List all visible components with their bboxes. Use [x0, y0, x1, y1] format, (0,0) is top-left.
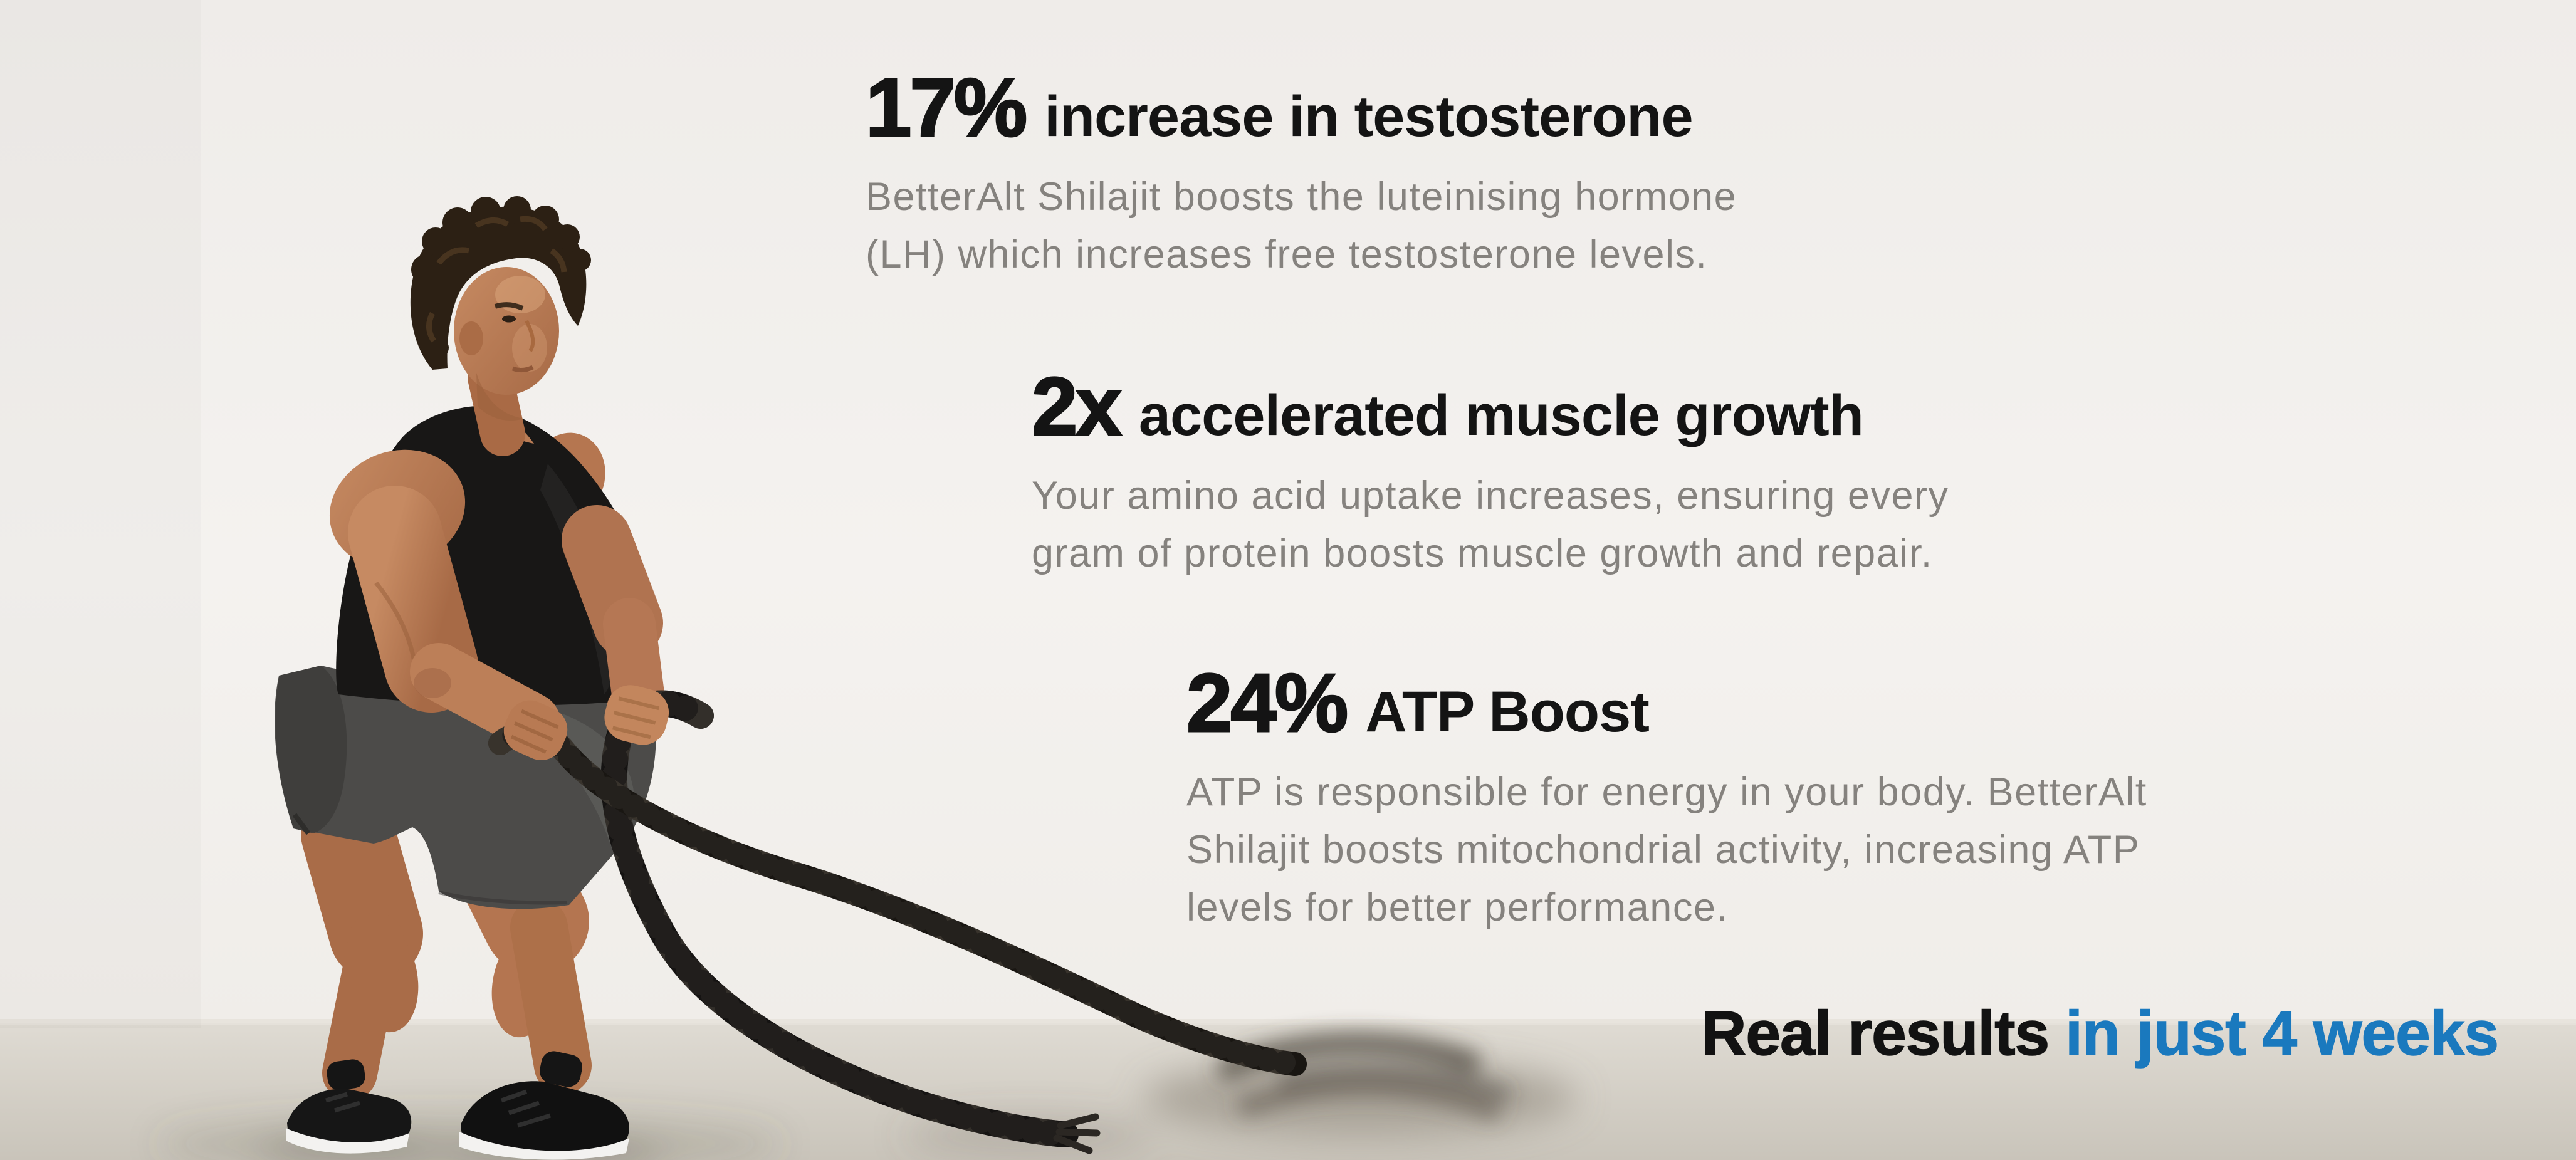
banner-highlight: in just 4 weeks [2065, 998, 2499, 1069]
stat-description-line: ATP is responsible for energy in your bo… [1186, 770, 2147, 814]
stat-title: accelerated muscle growth [1138, 384, 1864, 447]
athlete-near-fist [503, 700, 568, 761]
athlete-hair [410, 196, 591, 370]
stat-headline: 17% increase in testosterone [864, 61, 1737, 154]
athlete-far-arm [562, 505, 664, 721]
athlete-back-sneaker [286, 1089, 412, 1154]
athlete-nose [525, 320, 535, 352]
floor-horizon [0, 1019, 2576, 1025]
banner-prefix: Real results [1700, 998, 2050, 1069]
stat-atp-boost: 24% ATP Boost ATP is responsible for ene… [1185, 657, 2147, 936]
athlete-head [454, 267, 559, 421]
athlete-near-arm [329, 449, 560, 751]
stat-description-line: Shilajit boosts mitochondrial activity, … [1186, 828, 2140, 872]
results-banner: Real results in just 4 weeks [1700, 998, 2499, 1070]
stat-description-line: (LH) which increases free testosterone l… [866, 233, 1708, 276]
stat-description-line: levels for better performance. [1186, 886, 1729, 929]
stat-description-line: gram of protein boosts muscle growth and… [1032, 531, 1933, 575]
athlete-back-leg [301, 786, 423, 1100]
stat-headline: 24% ATP Boost [1185, 657, 2147, 749]
stat-title: ATP Boost [1365, 680, 1650, 744]
athlete-brow [494, 302, 524, 311]
stat-value: 2x [1031, 360, 1123, 452]
stat-description-line: Your amino acid uptake increases, ensuri… [1032, 474, 1949, 518]
battle-rope-near [488, 719, 1307, 1076]
stat-value: 17% [864, 61, 1028, 154]
stat-description: Your amino acid uptake increases, ensuri… [1032, 467, 1949, 582]
stat-description: BetterAlt Shilajit boosts the luteinisin… [866, 168, 1737, 283]
stat-description: ATP is responsible for energy in your bo… [1186, 763, 2147, 936]
stat-headline: 2x accelerated muscle growth [1031, 360, 1949, 452]
stat-title: increase in testosterone [1044, 85, 1693, 149]
wall-shade [0, 0, 201, 1028]
stat-description-line: BetterAlt Shilajit boosts the luteinisin… [866, 175, 1737, 219]
stat-value: 24% [1185, 657, 1349, 749]
athlete-front-sneaker [459, 1081, 629, 1160]
athlete-eye [502, 315, 516, 323]
rope-frayed-tip [1053, 1113, 1101, 1154]
athlete-lips [511, 365, 534, 373]
athlete-far-fist [604, 685, 669, 745]
stat-muscle-growth: 2x accelerated muscle growth Your amino … [1031, 360, 1949, 582]
stat-testosterone: 17% increase in testosterone BetterAlt S… [864, 61, 1737, 283]
